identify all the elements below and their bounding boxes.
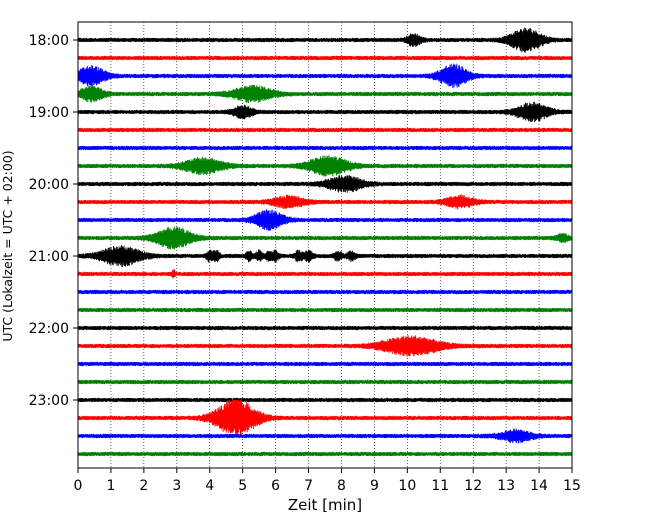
x-tick-label: 1 — [106, 478, 115, 494]
x-tick-label: 9 — [370, 478, 379, 494]
trace-2015 — [77, 194, 573, 210]
y-tick-label: 18:00 — [29, 33, 69, 49]
y-tick-label: 20:00 — [29, 177, 69, 193]
y-tick-label: 23:00 — [29, 393, 69, 409]
y-tick-label: 22:00 — [29, 321, 69, 337]
x-axis-ticks: 0 1 2 3 4 5 6 7 8 9 10 11 12 13 14 15 — [74, 468, 581, 494]
trace-2145 — [77, 307, 573, 313]
x-tick-label: 11 — [431, 478, 449, 494]
plot-frame — [77, 21, 573, 469]
x-axis-title: Zeit [min] — [288, 496, 362, 514]
trace-1930 — [77, 145, 573, 151]
trace-2130 — [77, 289, 573, 295]
trace-1900 — [77, 101, 573, 123]
x-tick-label: 15 — [563, 478, 581, 494]
trace-1815 — [77, 55, 573, 61]
trace-2330 — [77, 428, 573, 444]
x-tick-label: 6 — [271, 478, 280, 494]
x-tick-label: 13 — [497, 478, 515, 494]
x-tick-label: 8 — [337, 478, 346, 494]
x-tick-label: 5 — [238, 478, 247, 494]
trace-2200 — [77, 325, 573, 331]
y-tick-label: 19:00 — [29, 105, 69, 121]
trace-2230 — [77, 361, 573, 367]
x-tick-label: 12 — [464, 478, 482, 494]
x-tick-label: 2 — [139, 478, 148, 494]
y-tick-label: 21:00 — [29, 249, 69, 265]
trace-2115 — [77, 269, 573, 279]
trace-1915 — [77, 127, 573, 133]
x-tick-label: 10 — [398, 478, 416, 494]
x-tick-label: 4 — [205, 478, 214, 494]
x-tick-label: 7 — [304, 478, 313, 494]
trace-1845 — [77, 84, 573, 103]
y-axis-title: UTC (Lokalzeit = UTC + 02:00) — [0, 150, 15, 341]
trace-2100 — [77, 245, 573, 267]
trace-2345 — [77, 451, 573, 457]
trace-2045 — [77, 226, 573, 250]
trace-1945 — [77, 155, 573, 177]
y-axis-ticks: 18:00 19:00 20:00 21:00 22:00 23:00 — [29, 33, 78, 409]
trace-2000 — [77, 175, 573, 193]
trace-2030 — [77, 209, 573, 231]
x-tick-label: 0 — [74, 478, 83, 494]
trace-2245 — [77, 379, 573, 385]
trace-1800 — [77, 27, 573, 53]
trace-1830 — [77, 63, 573, 88]
x-tick-label: 3 — [172, 478, 181, 494]
trace-2215 — [77, 335, 573, 357]
trace-lines — [77, 27, 573, 457]
trace-2300 — [77, 397, 573, 403]
x-tick-label: 14 — [530, 478, 548, 494]
trace-2315 — [77, 398, 573, 437]
